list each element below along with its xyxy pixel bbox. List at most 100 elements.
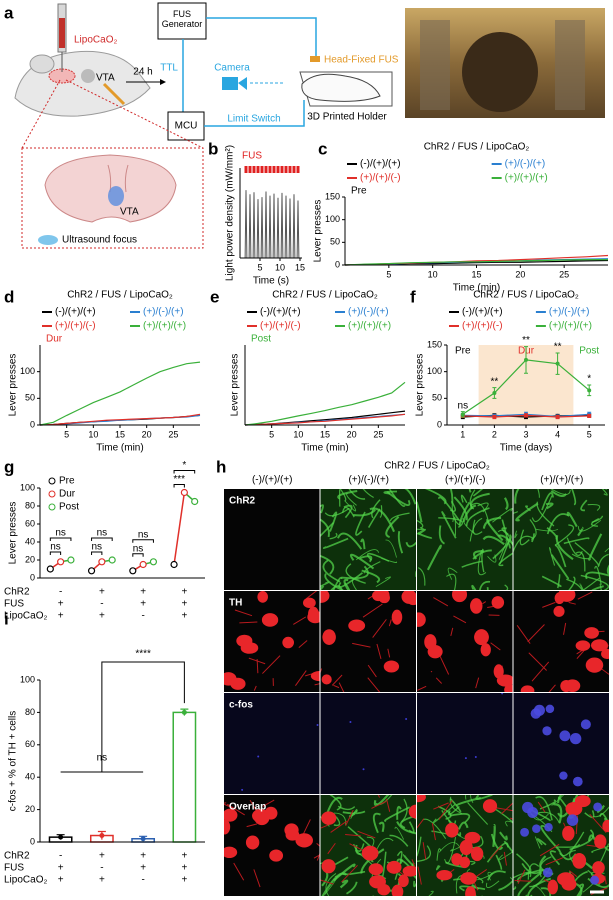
x-tick-label: 4 xyxy=(555,429,560,439)
cable xyxy=(206,17,317,58)
fiber xyxy=(344,582,351,590)
point xyxy=(108,556,116,564)
neurite xyxy=(306,591,318,600)
fiber xyxy=(513,511,519,514)
fiber xyxy=(580,574,609,590)
nucleus xyxy=(544,823,553,832)
condition-sign: + xyxy=(140,851,146,862)
condition-sign: + xyxy=(140,863,146,874)
neurite xyxy=(320,824,329,829)
condition-sign: + xyxy=(58,611,64,622)
focus-label: Ultrasound focus xyxy=(62,235,137,246)
point xyxy=(191,497,199,506)
photo-mouse xyxy=(462,32,538,112)
fiber xyxy=(396,805,402,820)
cell xyxy=(254,811,270,826)
point xyxy=(46,565,54,573)
spike xyxy=(252,192,256,259)
neurite xyxy=(489,845,502,860)
legend-label: (-)/(+)/(+) xyxy=(55,307,96,318)
cell xyxy=(594,834,607,849)
fiber xyxy=(527,863,540,880)
series-line xyxy=(244,381,406,426)
fiber xyxy=(521,863,545,875)
fiber xyxy=(471,584,477,590)
pair-line xyxy=(173,492,186,565)
neurite xyxy=(352,642,371,648)
neurite xyxy=(431,823,436,841)
panel-label: d xyxy=(4,287,14,306)
neurite xyxy=(569,870,578,878)
fiber xyxy=(498,879,513,891)
series-line xyxy=(344,259,608,266)
spike xyxy=(264,191,268,259)
speck xyxy=(362,768,365,771)
spike xyxy=(244,190,248,259)
panel-e: e ChR2 / FUS / LipoCaO₂ (-)/(+)/(+) (+)/(-)… xyxy=(210,287,406,454)
focus-legend xyxy=(38,235,58,245)
neurite xyxy=(341,864,358,883)
neurite xyxy=(433,597,449,607)
fus-pulse xyxy=(284,166,288,173)
cell xyxy=(348,619,366,632)
neurite xyxy=(417,685,427,691)
fiber xyxy=(386,491,411,507)
condition-sign: + xyxy=(181,587,187,598)
spike xyxy=(280,192,284,259)
point xyxy=(492,415,497,419)
fiber xyxy=(325,873,337,896)
nucleus xyxy=(559,771,568,780)
fiber xyxy=(404,489,416,505)
neurite xyxy=(430,670,433,673)
fiber xyxy=(591,585,604,590)
micrograph-bg xyxy=(224,489,320,590)
fiber xyxy=(557,574,561,589)
spike xyxy=(288,198,292,259)
x-tick-label: 25 xyxy=(373,429,383,439)
cell xyxy=(386,860,402,874)
delay-label: 24 h xyxy=(133,67,152,78)
fiber xyxy=(503,840,513,857)
fiber xyxy=(514,489,520,504)
y-tick-label: 100 xyxy=(20,674,35,684)
x-tick-label: 2 xyxy=(492,429,497,439)
y-axis-label: Lever presses xyxy=(230,354,241,417)
fiber xyxy=(350,808,358,819)
panel-label: e xyxy=(210,287,219,306)
legend-marker xyxy=(48,477,56,485)
panel-label: f xyxy=(410,287,416,306)
fiber xyxy=(501,519,511,549)
x-axis-label: Time (min) xyxy=(301,443,348,454)
x-tick-label: 15 xyxy=(115,429,125,439)
cell xyxy=(451,591,468,603)
fiber xyxy=(554,524,575,546)
cell xyxy=(321,859,336,874)
fiber xyxy=(515,502,539,522)
legend-marker xyxy=(48,490,56,498)
legend-label: Post xyxy=(59,502,79,513)
column-label: (+)/(-)/(+) xyxy=(348,475,389,486)
fus-pulse xyxy=(244,166,248,173)
fiber xyxy=(460,494,468,504)
fiber xyxy=(415,570,416,577)
neurite xyxy=(301,819,311,837)
probe xyxy=(102,82,126,106)
micrograph-bg xyxy=(224,693,320,794)
point xyxy=(524,413,528,418)
fiber xyxy=(549,850,561,866)
fiber xyxy=(341,565,369,580)
y-tick-label: 60 xyxy=(25,518,35,528)
spike xyxy=(256,199,260,259)
cell xyxy=(585,657,604,673)
fiber xyxy=(479,580,491,590)
x-tick-label: 10 xyxy=(88,429,98,439)
cell xyxy=(491,596,505,609)
fiber xyxy=(599,583,602,590)
spike xyxy=(268,195,272,259)
micrograph-bg xyxy=(417,693,513,794)
neurite xyxy=(475,677,480,689)
chart-title: ChR2 / FUS / LipoCaO₂ xyxy=(67,290,173,301)
mouse-ear xyxy=(29,54,55,74)
neurite xyxy=(545,857,564,866)
panel-d: d ChR2 / FUS / LipoCaO₂ (-)/(+)/(+) (+)/(-)… xyxy=(4,287,201,454)
